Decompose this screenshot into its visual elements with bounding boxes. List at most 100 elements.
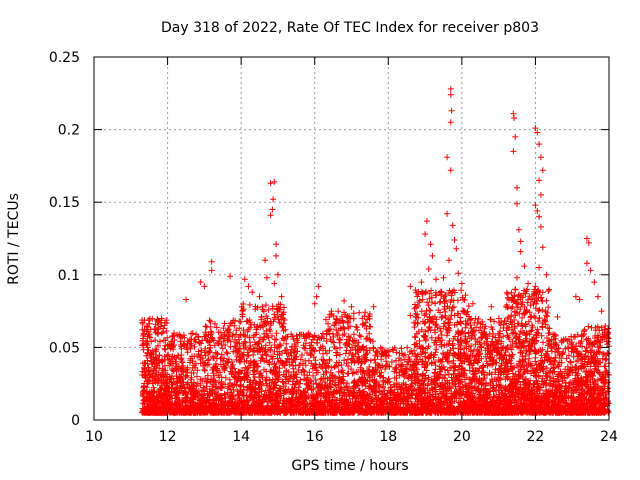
data-point [215, 397, 222, 404]
data-point [225, 383, 232, 390]
data-point [154, 394, 161, 401]
data-point [183, 402, 189, 409]
data-point [143, 328, 150, 335]
data-point [175, 363, 182, 369]
data-point [148, 338, 155, 345]
data-point [154, 316, 161, 323]
data-point [152, 379, 159, 386]
data-point [143, 408, 149, 415]
data-point [149, 361, 156, 367]
data-point [230, 348, 237, 355]
data-point [454, 297, 461, 304]
data-point [177, 409, 184, 416]
chart-title: Day 318 of 2022, Rate Of TEC Index for r… [161, 20, 539, 36]
data-point [404, 344, 411, 351]
data-point [251, 367, 258, 374]
data-point [150, 354, 157, 361]
data-point [204, 372, 211, 379]
data-point [195, 407, 202, 414]
data-point [189, 396, 196, 403]
data-point [176, 331, 183, 338]
data-point [432, 300, 439, 307]
data-point [219, 398, 226, 405]
data-point [144, 357, 151, 364]
data-point [230, 331, 236, 338]
data-point [166, 402, 172, 409]
data-point [147, 349, 154, 356]
data-point [422, 311, 429, 317]
data-point [207, 328, 214, 335]
data-point [377, 344, 384, 351]
data-point [187, 344, 194, 350]
data-point [258, 344, 265, 351]
data-point [139, 389, 146, 396]
data-point [182, 389, 189, 395]
data-point [207, 388, 214, 395]
data-point [344, 370, 351, 377]
data-point [211, 342, 218, 349]
data-point [143, 352, 150, 359]
data-point [157, 338, 163, 345]
data-point [152, 329, 159, 336]
data-point [176, 403, 183, 410]
data-point [215, 372, 222, 379]
data-point [233, 347, 240, 354]
data-point [187, 359, 193, 366]
data-point [146, 388, 153, 395]
data-point [174, 378, 180, 385]
data-point [184, 349, 191, 356]
data-point [209, 336, 216, 342]
data-point [161, 322, 168, 329]
data-point [228, 371, 235, 378]
data-point [151, 396, 158, 402]
data-point [147, 398, 154, 405]
data-point [266, 339, 273, 346]
data-point [345, 356, 351, 363]
data-point [173, 384, 180, 391]
data-point [165, 351, 172, 358]
data-point [271, 311, 278, 318]
data-point [171, 409, 178, 416]
data-point [231, 365, 238, 372]
data-point [221, 390, 228, 397]
data-point [156, 391, 163, 398]
data-point [209, 383, 216, 390]
data-point [258, 382, 265, 389]
data-point [191, 408, 198, 415]
data-point [140, 341, 147, 348]
data-point [218, 378, 225, 385]
data-point [269, 332, 275, 339]
data-point [186, 385, 193, 392]
data-point [257, 334, 263, 341]
data-point [232, 396, 238, 403]
data-point [273, 330, 280, 337]
data-point [144, 323, 151, 330]
data-point [451, 367, 458, 374]
data-point [160, 380, 166, 386]
data-point [232, 409, 239, 416]
data-point [162, 346, 169, 353]
data-point [211, 320, 218, 327]
data-point [192, 394, 199, 401]
data-point [168, 358, 175, 365]
data-point [180, 379, 186, 386]
data-point [184, 380, 191, 387]
data-point [140, 335, 147, 342]
data-point [159, 385, 166, 391]
data-point [191, 388, 198, 395]
data-point [195, 351, 202, 358]
data-point [393, 357, 399, 364]
data-point [146, 394, 153, 401]
data-point [155, 409, 162, 416]
data-point [313, 339, 320, 346]
data-point [180, 365, 187, 372]
data-point [243, 366, 250, 372]
data-point [152, 403, 159, 410]
data-point [198, 347, 205, 354]
data-point [263, 374, 270, 381]
data-point [233, 327, 240, 334]
data-point [179, 359, 186, 366]
data-point [350, 310, 357, 317]
data-point [392, 364, 399, 371]
data-point [253, 329, 260, 336]
